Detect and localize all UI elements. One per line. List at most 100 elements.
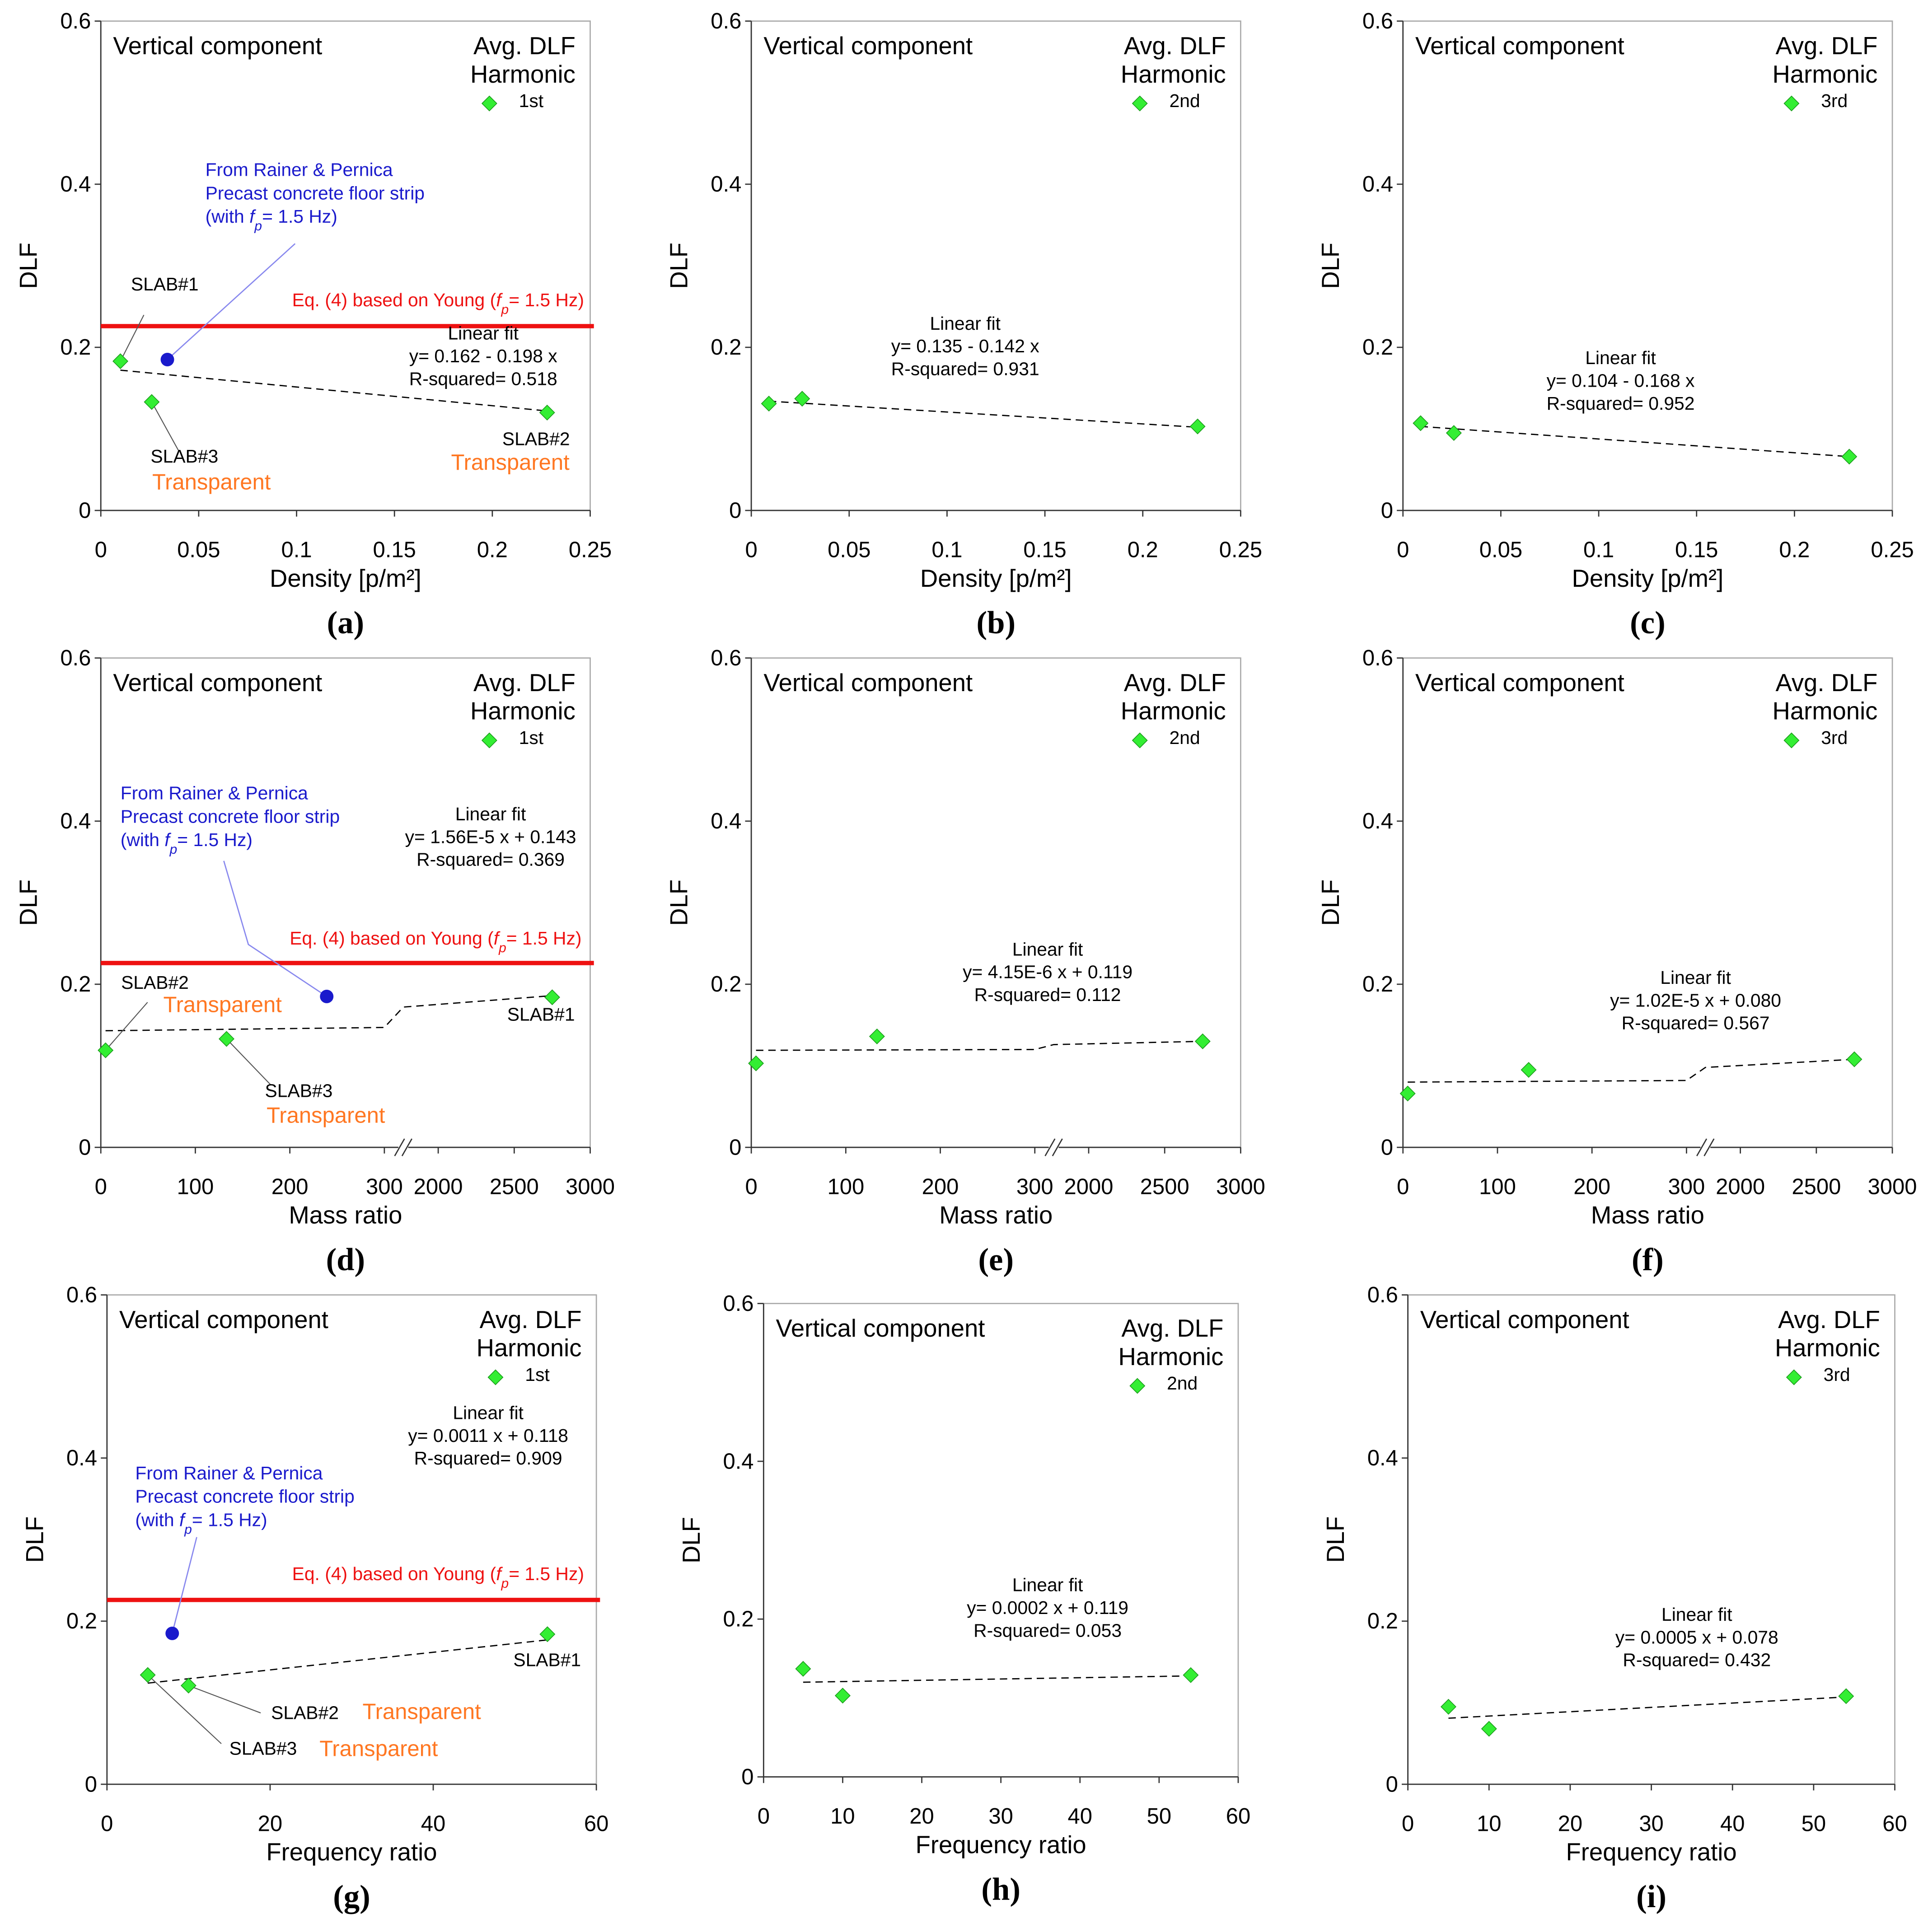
annotation-part: p xyxy=(169,842,178,857)
x-tick-label: 30 xyxy=(988,1804,1013,1829)
point xyxy=(1413,415,1429,431)
fit-line xyxy=(803,1675,1191,1683)
annotation: (with fp= 1.5 Hz) xyxy=(206,206,337,234)
y-tick-label: 0.4 xyxy=(66,1446,97,1470)
x-tick-label: 0.05 xyxy=(828,538,870,562)
legend-marker xyxy=(1132,95,1148,112)
panel-label: (d) xyxy=(326,1242,365,1277)
reference-label: Precast concrete floor strip xyxy=(206,182,425,203)
legend-marker xyxy=(1783,732,1800,748)
x-axis-label: Frequency ratio xyxy=(916,1831,1086,1858)
x-tick-label: 0.1 xyxy=(281,538,312,562)
legend-title: Harmonic xyxy=(1121,61,1226,88)
axis-break xyxy=(1044,1138,1056,1156)
annotation-part: = 1.5 Hz) xyxy=(262,206,337,227)
annotation: Eq. (4) based on Young (fp= 1.5 Hz) xyxy=(292,1563,584,1591)
fit-label: Linear fit xyxy=(1660,967,1731,988)
axis-break-gap xyxy=(398,1140,408,1155)
fit-label: Linear fit xyxy=(930,313,1001,334)
x-tick-label: 0.1 xyxy=(931,538,962,562)
fit-label: R-squared= 0.518 xyxy=(409,368,557,389)
y-tick-label: 0 xyxy=(729,1135,741,1160)
annotation: (with fp= 1.5 Hz) xyxy=(135,1509,267,1536)
legend-label: 1st xyxy=(525,1364,550,1385)
fit-label: R-squared= 0.931 xyxy=(891,359,1039,379)
x-axis-label: Frequency ratio xyxy=(1566,1838,1737,1866)
legend-title: Harmonic xyxy=(1773,61,1878,88)
chart-title: Vertical component xyxy=(763,32,973,60)
x-tick-label: 50 xyxy=(1802,1811,1826,1836)
y-tick-label: 0.4 xyxy=(711,809,741,833)
reference-point xyxy=(160,353,174,366)
point-label: SLAB#3 xyxy=(265,1080,333,1101)
axis-break xyxy=(1052,1138,1063,1156)
y-tick-label: 0 xyxy=(1386,1772,1398,1796)
point-note: Transparent xyxy=(267,1104,385,1128)
x-axis-label: Density [p/m²] xyxy=(920,565,1072,592)
y-tick-label: 0.6 xyxy=(60,9,91,33)
y-axis-label: DLF xyxy=(21,1516,48,1563)
point xyxy=(1481,1721,1497,1737)
panel-label: (c) xyxy=(1630,605,1666,641)
point xyxy=(180,1677,197,1693)
x-tick-label: 2000 xyxy=(1064,1174,1113,1199)
x-tick-label: 2000 xyxy=(414,1174,463,1199)
reference-label: Precast concrete floor strip xyxy=(135,1486,354,1507)
y-tick-label: 0 xyxy=(79,1135,91,1160)
fit-label: Linear fit xyxy=(1585,347,1656,368)
point xyxy=(1838,1688,1854,1704)
legend-title: Harmonic xyxy=(1773,697,1878,725)
legend-label: 3rd xyxy=(1821,90,1848,111)
chart-title: Vertical component xyxy=(119,1306,328,1333)
y-tick-label: 0.4 xyxy=(1362,809,1393,833)
leader-line xyxy=(120,314,145,362)
y-tick-label: 0.4 xyxy=(1362,172,1393,196)
y-tick-label: 0.6 xyxy=(1362,9,1393,33)
x-tick-label: 2500 xyxy=(1140,1174,1189,1199)
x-tick-label: 10 xyxy=(1477,1811,1502,1836)
chart-title: Vertical component xyxy=(113,669,322,697)
fit-label: Linear fit xyxy=(453,1403,524,1423)
legend-marker xyxy=(481,95,497,112)
plot-frame xyxy=(1402,657,1893,1148)
chart-title: Vertical component xyxy=(113,32,322,60)
point xyxy=(1846,1051,1862,1067)
legend-title: Avg. DLF xyxy=(1778,1306,1880,1333)
x-tick-label: 10 xyxy=(830,1804,855,1829)
legend-title: Harmonic xyxy=(1121,697,1226,725)
point xyxy=(1189,418,1206,435)
fit-label: R-squared= 0.952 xyxy=(1547,393,1695,414)
x-tick-label: 0 xyxy=(95,1174,107,1199)
y-tick-label: 0.6 xyxy=(60,646,91,670)
legend-title: Harmonic xyxy=(470,61,576,88)
annotation-part: Eq. (4) based on Young ( xyxy=(292,290,496,310)
panel-label: (f) xyxy=(1632,1242,1664,1277)
y-tick-label: 0.4 xyxy=(1367,1446,1398,1470)
x-tick-label: 30 xyxy=(1639,1811,1664,1836)
point xyxy=(794,391,810,407)
x-tick-label: 0 xyxy=(95,538,107,562)
x-tick-label: 2500 xyxy=(490,1174,539,1199)
x-tick-label: 40 xyxy=(1068,1804,1093,1829)
x-tick-label: 0 xyxy=(1397,1174,1409,1199)
x-tick-label: 100 xyxy=(177,1174,214,1199)
point-label: SLAB#3 xyxy=(229,1738,297,1759)
x-tick-label: 0.15 xyxy=(373,538,416,562)
y-tick-label: 0.4 xyxy=(60,809,91,833)
x-tick-label: 0 xyxy=(745,538,757,562)
leader-line xyxy=(167,243,296,360)
y-axis-label: DLF xyxy=(15,879,42,926)
point-label: SLAB#2 xyxy=(271,1703,339,1723)
point-note: Transparent xyxy=(451,450,570,475)
fit-label: y= 1.56E-5 x + 0.143 xyxy=(405,826,576,847)
leader-line xyxy=(188,1685,261,1714)
annotation-part: f xyxy=(496,1563,503,1584)
x-tick-label: 60 xyxy=(1226,1804,1250,1829)
reference-label: Precast concrete floor strip xyxy=(121,806,340,827)
chart-title: Vertical component xyxy=(763,669,973,697)
panel-label: (h) xyxy=(981,1872,1020,1907)
fit-line xyxy=(120,370,548,412)
annotation-part: p xyxy=(501,1576,509,1591)
x-tick-label: 0.25 xyxy=(1219,538,1262,562)
annotation: (with fp= 1.5 Hz) xyxy=(121,829,253,857)
